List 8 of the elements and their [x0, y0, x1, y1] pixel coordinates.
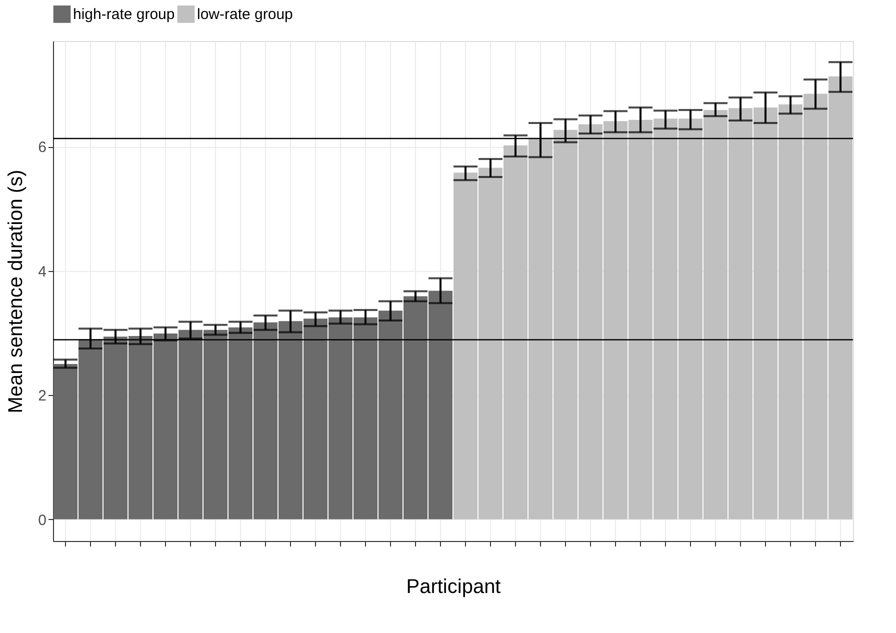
y-tick-label: 0 [38, 512, 46, 529]
x-axis-title: Participant [406, 576, 502, 598]
y-axis-title: Mean sentence duration (s) [5, 170, 28, 414]
y-tick-label: 6 [38, 139, 46, 156]
legend-label: low-rate group [197, 6, 293, 24]
y-tick-label: 4 [38, 263, 46, 280]
legend-label: high-rate group [73, 6, 175, 24]
y-tick-label: 2 [38, 388, 46, 405]
